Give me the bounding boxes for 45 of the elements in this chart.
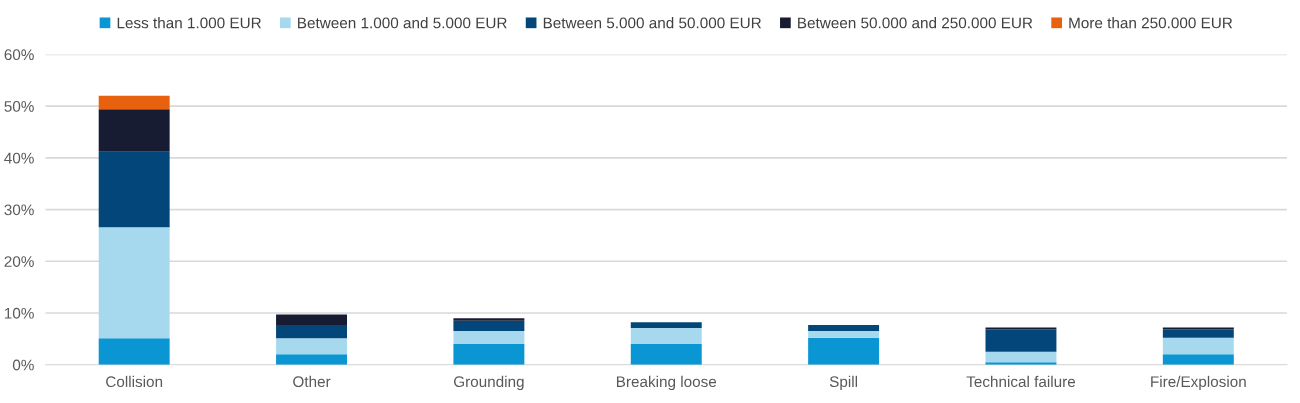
bar bbox=[1162, 337, 1234, 355]
x-tick-label: Technical failure bbox=[966, 375, 1076, 388]
bar bbox=[276, 314, 348, 325]
bar bbox=[453, 331, 525, 345]
legend-label: More than 250.000 EUR bbox=[1069, 17, 1233, 29]
bar bbox=[630, 322, 702, 328]
bar bbox=[630, 327, 702, 345]
legend-label: Less than 1.000 EUR bbox=[117, 17, 261, 29]
bar bbox=[985, 351, 1057, 363]
x-tick-label: Breaking loose bbox=[616, 375, 717, 391]
bar bbox=[98, 338, 170, 365]
y-tick-label: 60% bbox=[4, 49, 34, 61]
bar bbox=[453, 318, 525, 321]
bar bbox=[276, 354, 348, 365]
y-tick-label: 30% bbox=[4, 204, 34, 216]
y-tick-label: 20% bbox=[4, 256, 34, 267]
bar bbox=[98, 227, 170, 339]
bar bbox=[808, 331, 880, 338]
x-tick-label: Grounding bbox=[453, 375, 524, 391]
bar bbox=[808, 337, 880, 365]
bar bbox=[630, 344, 702, 365]
bar bbox=[276, 338, 348, 355]
bar bbox=[98, 109, 170, 152]
bar bbox=[985, 327, 1057, 330]
bar bbox=[98, 151, 170, 228]
bar bbox=[808, 324, 880, 332]
y-tick-label: 40% bbox=[4, 152, 34, 164]
legend-label: Between 50.000 and 250.000 EUR bbox=[798, 17, 1033, 29]
bar bbox=[1162, 354, 1234, 365]
bar bbox=[1162, 329, 1234, 338]
bar bbox=[453, 320, 525, 332]
y-tick-label: 0% bbox=[12, 359, 34, 371]
x-tick-label: Fire/Explosion bbox=[1151, 375, 1246, 391]
x-tick-label: Spill bbox=[829, 375, 858, 391]
legend-label: Between 1.000 and 5.000 EUR bbox=[298, 17, 507, 29]
x-tick-label: Collision bbox=[106, 375, 163, 388]
x-tick-label: Other bbox=[293, 375, 331, 388]
bar bbox=[985, 329, 1057, 352]
bar bbox=[276, 324, 348, 339]
bar bbox=[453, 344, 525, 365]
legend-label: Between 5.000 and 50.000 EUR bbox=[543, 17, 762, 29]
bar bbox=[98, 95, 170, 110]
y-tick-label: 10% bbox=[4, 307, 34, 319]
bar bbox=[1162, 327, 1234, 330]
y-tick-label: 50% bbox=[4, 100, 34, 112]
